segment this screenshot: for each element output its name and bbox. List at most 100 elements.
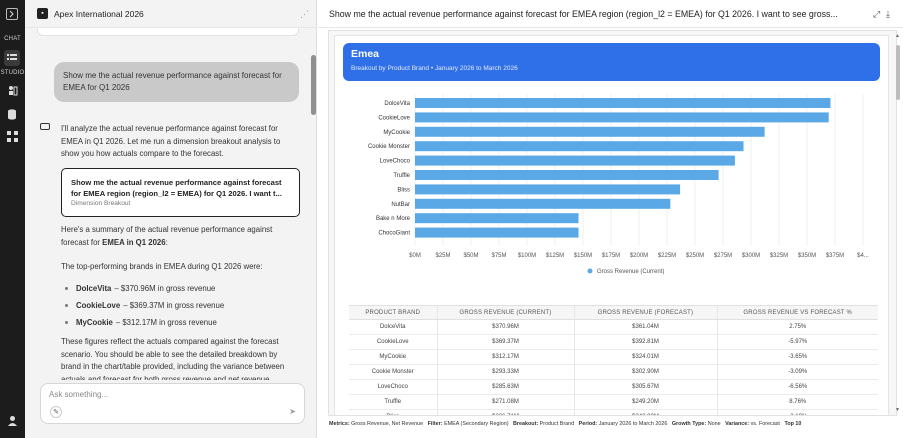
- tool-call-type: Dimension Breakout: [71, 200, 131, 207]
- x-tick-label: $150M: [574, 253, 592, 259]
- revenue-table: PRODUCT BRAND GROSS REVENUE (CURRENT) GR…: [349, 305, 878, 415]
- list-item: DolceVita – $370.96M in gross revenue: [65, 280, 295, 297]
- user-message: Show me the actual revenue performance a…: [54, 62, 299, 102]
- app-title: Apex International 2026: [54, 8, 144, 19]
- chat-scrollbar[interactable]: [311, 55, 316, 115]
- y-category-label: CookieLove: [378, 115, 410, 121]
- table-cell: Truffle: [349, 394, 437, 410]
- summary-text: Here's a summary of the actual revenue p…: [61, 225, 273, 247]
- legend-swatch: [587, 268, 593, 274]
- brand-bullet-list: DolceVita – $370.96M in gross revenue Coo…: [65, 280, 295, 331]
- top-brands-intro: The top-performing brands in EMEA during…: [61, 262, 263, 271]
- table-cell: $293.33M: [436, 364, 574, 380]
- table-cell: $305.67M: [573, 379, 717, 395]
- expand-icon[interactable]: ⤢: [873, 9, 881, 19]
- download-icon[interactable]: ⤓: [886, 9, 890, 19]
- y-category-label: ChocoGiant: [378, 231, 410, 237]
- table-cell: $302.90M: [573, 364, 717, 380]
- x-tick-label: $175M: [602, 253, 620, 259]
- list-item: MyCookie – $312.17M in gross revenue: [65, 314, 295, 331]
- result-scrollbar[interactable]: ▲ ▼: [895, 33, 901, 413]
- scroll-thumb[interactable]: [896, 45, 900, 100]
- x-tick-label: $325M: [770, 253, 788, 259]
- assistant-avatar-icon: [40, 123, 50, 130]
- x-tick-label: $350M: [798, 253, 816, 259]
- previous-message-card: [37, 28, 299, 36]
- database-icon[interactable]: [4, 106, 20, 122]
- x-tick-label: $375M: [826, 253, 844, 259]
- table-cell: LoveChoco: [349, 379, 437, 395]
- column-header: GROSS REVENUE VS FORECAST %: [716, 305, 878, 320]
- banner-subtitle: Breakout by Product Brand • January 2026…: [351, 65, 518, 72]
- table-row: Truffle $271.08M $249.20M 8.76%: [349, 394, 878, 410]
- bar: [415, 213, 579, 224]
- app-logo-icon: ▪: [37, 8, 48, 19]
- scroll-down-icon[interactable]: ▼: [895, 407, 900, 413]
- table-cell: -3.65%: [716, 349, 878, 365]
- user-profile-icon[interactable]: [4, 412, 20, 428]
- y-category-label: NutBar: [391, 202, 410, 208]
- x-tick-label: $125M: [546, 253, 564, 259]
- y-category-label: Cookie Monster: [368, 144, 410, 150]
- table-header-row: PRODUCT BRAND GROSS REVENUE (CURRENT) GR…: [349, 305, 878, 320]
- collapse-sidebar-icon[interactable]: [6, 8, 18, 20]
- assistant-intro: I'll analyze the actual revenue performa…: [61, 124, 281, 158]
- x-tick-label: $200M: [630, 253, 648, 259]
- left-rail: CHAT STUDIO: [0, 0, 25, 438]
- table-cell: $392.81M: [573, 334, 717, 350]
- table-row: MyCookie $312.17M $324.01M -3.65%: [349, 349, 878, 365]
- table-cell: $236.71M: [436, 409, 574, 415]
- table-cell: DolceVita: [349, 319, 437, 335]
- bar: [415, 227, 579, 238]
- table-cell: MyCookie: [349, 349, 437, 365]
- chat-header: ▪ Apex International 2026 ⋰: [25, 0, 317, 28]
- closing-text: These figures reflect the actuals compar…: [61, 337, 285, 380]
- y-category-label: DolceVita: [384, 101, 410, 107]
- y-category-label: MyCookie: [383, 130, 410, 136]
- chat-label: CHAT: [4, 36, 21, 42]
- bar: [415, 98, 831, 108]
- bar: [415, 155, 735, 166]
- x-tick-label: $250M: [686, 253, 704, 259]
- table-cell: $271.08M: [436, 394, 574, 410]
- table-cell: Bliss: [349, 409, 437, 415]
- table-cell: $369.37M: [436, 334, 574, 350]
- table-cell: 8.76%: [716, 394, 878, 410]
- bar: [415, 141, 744, 152]
- table-cell: $285.63M: [436, 379, 574, 395]
- bar: [415, 198, 671, 209]
- x-tick-label: $25M: [435, 253, 450, 259]
- column-header: GROSS REVENUE (CURRENT): [436, 305, 574, 320]
- x-tick-label: $275M: [714, 253, 732, 259]
- breakout-card: Emea Breakout by Product Brand • January…: [334, 35, 889, 415]
- tool-call-card[interactable]: Show me the actual revenue performance a…: [61, 168, 300, 217]
- table-row: LoveChoco $285.63M $305.67M -6.56%: [349, 379, 878, 395]
- table-cell: $312.17M: [436, 349, 574, 365]
- share-icon[interactable]: ⋰: [300, 9, 309, 19]
- x-tick-label: $4...: [857, 253, 869, 259]
- table-cell: 2.75%: [716, 319, 878, 335]
- x-tick-label: $50M: [463, 253, 478, 259]
- table-cell: $242.00M: [573, 409, 717, 415]
- result-canvas[interactable]: Emea Breakout by Product Brand • January…: [328, 30, 897, 416]
- table-row: DolceVita $370.96M $361.04M 2.75%: [349, 319, 878, 335]
- chat-list-icon[interactable]: [4, 50, 20, 66]
- studio-agent-icon[interactable]: [4, 82, 20, 98]
- x-tick-label: $75M: [491, 253, 506, 259]
- chat-input[interactable]: [49, 390, 289, 399]
- query-metadata-footer: Metrics: Gross Revenue, Net Revenue Filt…: [329, 421, 802, 427]
- table-row: Bliss$236.71M$242.00M-2.19%: [349, 409, 878, 415]
- pen-icon[interactable]: ✎: [50, 406, 62, 418]
- y-category-label: Truffle: [393, 173, 410, 179]
- list-item: CookieLove – $369.37M in gross revenue: [65, 297, 295, 314]
- hierarchy-icon[interactable]: [4, 128, 20, 144]
- chat-messages[interactable]: Show me the actual revenue performance a…: [25, 28, 317, 380]
- table-cell: $361.04M: [573, 319, 717, 335]
- x-tick-label: $100M: [518, 253, 536, 259]
- bar: [415, 126, 765, 137]
- table-cell: $249.20M: [573, 394, 717, 410]
- chat-input-box[interactable]: ✎ ➤: [40, 383, 305, 424]
- send-icon[interactable]: ➤: [289, 407, 296, 416]
- scroll-up-icon[interactable]: ▲: [895, 33, 900, 39]
